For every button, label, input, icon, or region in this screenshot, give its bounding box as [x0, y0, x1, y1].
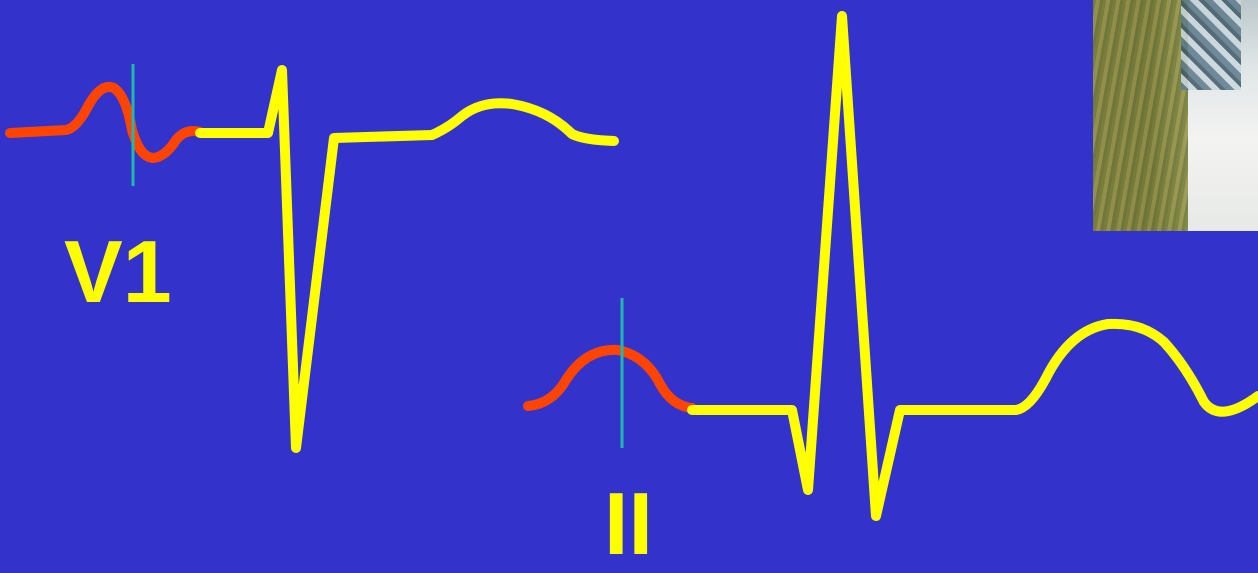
photo-thumbnail	[1093, 0, 1258, 231]
photo-shirt	[1181, 0, 1241, 90]
lead-label-v1: V1	[64, 222, 172, 321]
lead-label-ii: II	[604, 474, 653, 573]
v1-p-wave	[5, 82, 205, 163]
photo-grass	[1093, 0, 1193, 231]
ecg-trace-ii	[523, 11, 1258, 521]
ecg-trace-v1	[5, 64, 619, 453]
slide: V1 II	[5, 0, 1258, 568]
v1-qrs-t-complex	[195, 65, 619, 453]
ecg-diagram	[5, 11, 1258, 521]
ii-p-wave	[523, 344, 697, 413]
ii-qrs-t-complex	[687, 11, 1258, 521]
